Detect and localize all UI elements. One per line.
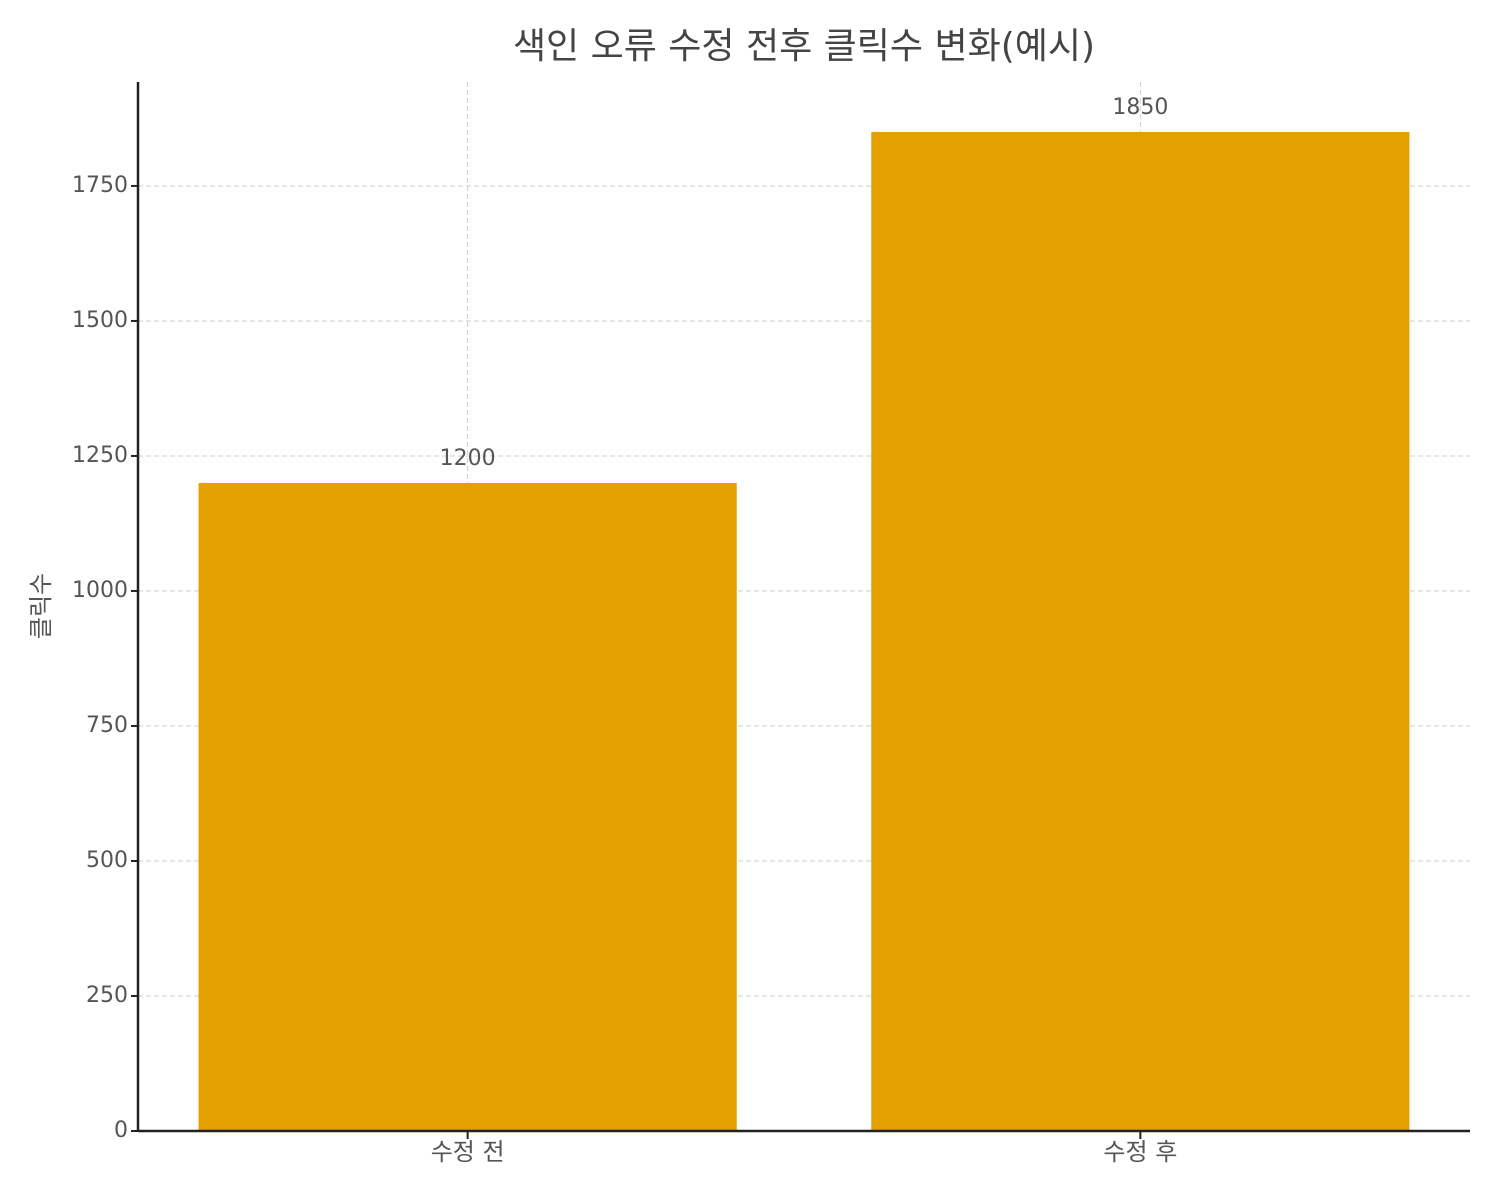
bar: [871, 131, 1410, 1131]
y-axis-label: 클릭수: [27, 573, 55, 639]
y-tick-label: 1500: [72, 308, 128, 333]
y-tick-label: 0: [114, 1118, 128, 1143]
data-label: 1200: [440, 446, 496, 471]
bar: [198, 482, 737, 1131]
y-tick-label: 750: [86, 713, 128, 738]
y-tick-label: 1750: [72, 173, 128, 198]
y-tick-label: 1250: [72, 443, 128, 468]
x-tick-label: 수정 전: [431, 1138, 505, 1166]
y-tick-label: 250: [86, 983, 128, 1008]
chart-title: 색인 오류 수정 전후 클릭수 변화(예시): [513, 26, 1095, 67]
y-tick-label: 1000: [72, 578, 128, 603]
x-tick-label: 수정 후: [1103, 1138, 1177, 1166]
data-label: 1850: [1112, 95, 1168, 120]
y-tick-label: 500: [86, 848, 128, 873]
